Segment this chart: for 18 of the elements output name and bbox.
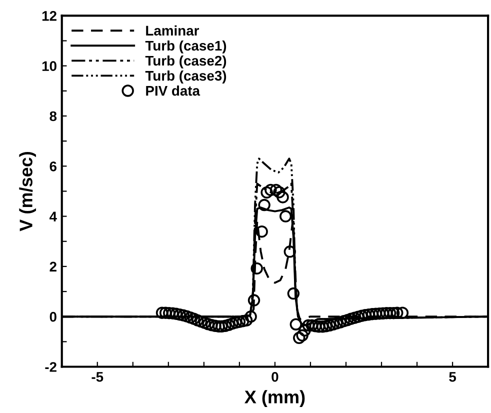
legend-label: PIV data bbox=[146, 86, 200, 96]
y-tick-label: 10 bbox=[42, 61, 56, 72]
y-tick-label: 8 bbox=[50, 111, 57, 122]
x-tick-label: -5 bbox=[92, 372, 104, 382]
y-tick-label: 2 bbox=[50, 262, 56, 272]
legend-label: Turb (case1) bbox=[145, 40, 226, 54]
y-tick-label: 0 bbox=[50, 312, 56, 322]
x-axis-title: X (mm) bbox=[244, 390, 305, 407]
y-axis-title: V (m/sec) bbox=[19, 152, 36, 232]
legend-label: Laminar bbox=[146, 25, 200, 36]
y-tick-label: 6 bbox=[50, 161, 57, 172]
y-tick-label: -2 bbox=[45, 362, 56, 372]
legend-label: Turb (case2) bbox=[145, 55, 226, 68]
x-tick-label: 0 bbox=[272, 372, 278, 382]
legend-label: Turb (case3) bbox=[145, 70, 226, 84]
y-tick-label: 12 bbox=[42, 11, 56, 21]
x-tick-label: 5 bbox=[449, 372, 456, 382]
y-tick-label: 4 bbox=[49, 212, 57, 222]
